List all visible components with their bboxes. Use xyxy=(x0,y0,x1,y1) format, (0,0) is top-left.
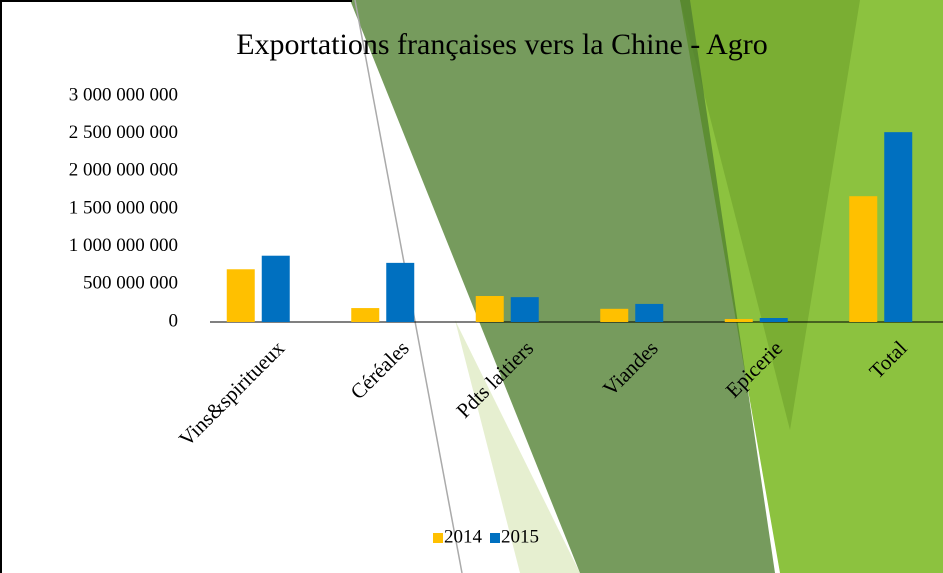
bar xyxy=(261,255,290,322)
y-tick-label: 2 500 000 000 xyxy=(69,122,178,143)
bar xyxy=(759,318,788,322)
legend-label: 2015 xyxy=(501,526,539,547)
y-tick-label: 500 000 000 xyxy=(83,273,178,294)
bar xyxy=(475,296,504,322)
decor-pale xyxy=(455,320,580,573)
y-tick-label: 2 000 000 000 xyxy=(69,160,178,181)
bar xyxy=(226,269,255,322)
x-tick-label: Vins&spiritueux xyxy=(174,336,289,451)
bar xyxy=(351,308,380,322)
y-tick-label: 1 000 000 000 xyxy=(69,235,178,256)
y-tick-label: 1 500 000 000 xyxy=(69,197,178,218)
legend-label: 2014 xyxy=(444,526,483,547)
bar xyxy=(635,303,664,322)
y-tick-label: 0 xyxy=(169,310,179,331)
legend-swatch xyxy=(433,533,443,543)
bar xyxy=(510,297,539,322)
bar xyxy=(724,318,753,322)
decor-mid xyxy=(680,0,860,430)
legend-swatch xyxy=(490,533,500,543)
bar xyxy=(849,196,878,322)
bar xyxy=(386,262,415,322)
chart-title: Exportations françaises vers la Chine - … xyxy=(236,28,768,61)
frame xyxy=(0,0,352,573)
bar xyxy=(884,132,913,322)
decor-dark xyxy=(350,0,775,573)
y-tick-label: 3 000 000 000 xyxy=(69,84,178,105)
x-tick-label: Céréales xyxy=(346,336,414,404)
bar xyxy=(600,308,629,322)
